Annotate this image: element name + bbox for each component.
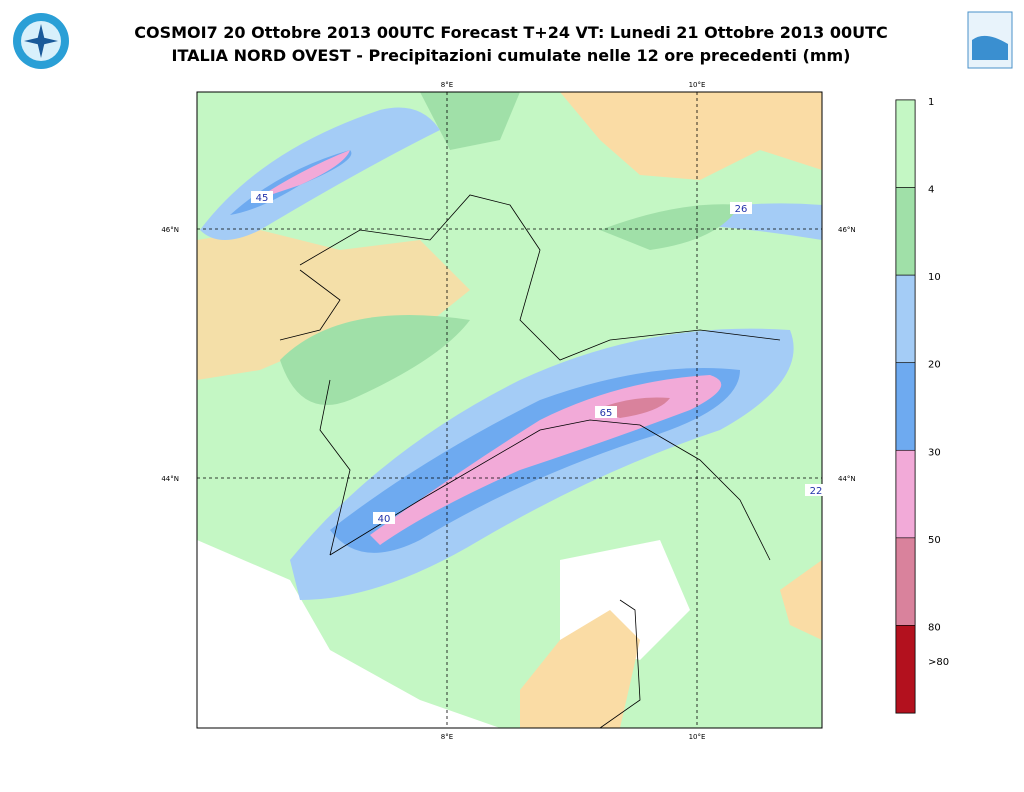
value-label: 65 — [600, 408, 613, 419]
value-label: 22 — [810, 486, 823, 497]
legend-label: 50 — [928, 535, 941, 546]
legend-swatch — [895, 362, 916, 451]
legend-label: 80 — [928, 622, 941, 633]
legend-label: 20 — [928, 360, 941, 371]
legend-swatch — [895, 274, 916, 364]
borders — [279, 194, 781, 729]
precip-field — [197, 92, 822, 728]
lat-label: 44°N — [161, 475, 179, 483]
legend-swatch — [895, 625, 916, 714]
legend-swatch — [895, 99, 916, 188]
value-label-box — [805, 484, 827, 496]
lat-label: 46°N — [161, 226, 179, 234]
value-label-box — [373, 512, 395, 524]
legend-swatch — [895, 537, 916, 626]
legend-swatch — [895, 187, 916, 276]
legend-label: 10 — [928, 272, 941, 283]
value-label-box — [251, 191, 273, 203]
value-label-box — [595, 406, 617, 418]
legend-label: >80 — [928, 657, 949, 668]
legend-label: 1 — [928, 97, 934, 108]
lon-label: 10°E — [689, 81, 706, 89]
logo-right — [967, 11, 1013, 69]
map-frame — [196, 91, 823, 729]
value-label: 26 — [735, 204, 748, 215]
value-label-box — [730, 202, 752, 214]
value-label: 40 — [378, 514, 391, 525]
lon-label: 8°E — [441, 81, 453, 89]
title-line: ITALIA NORD OVEST - Precipitazioni cumul… — [172, 46, 851, 65]
graticule — [197, 92, 822, 728]
logo-left — [13, 13, 69, 69]
legend-swatch — [895, 449, 916, 539]
legend-label: 4 — [928, 185, 934, 196]
legend-label: 30 — [928, 447, 941, 458]
lon-label: 8°E — [441, 733, 453, 741]
lon-label: 10°E — [689, 733, 706, 741]
lat-label: 44°N — [838, 475, 856, 483]
title-line: COSMOI7 20 Ottobre 2013 00UTC Forecast T… — [134, 23, 888, 42]
value-label: 45 — [256, 193, 269, 204]
lat-label: 46°N — [838, 226, 856, 234]
